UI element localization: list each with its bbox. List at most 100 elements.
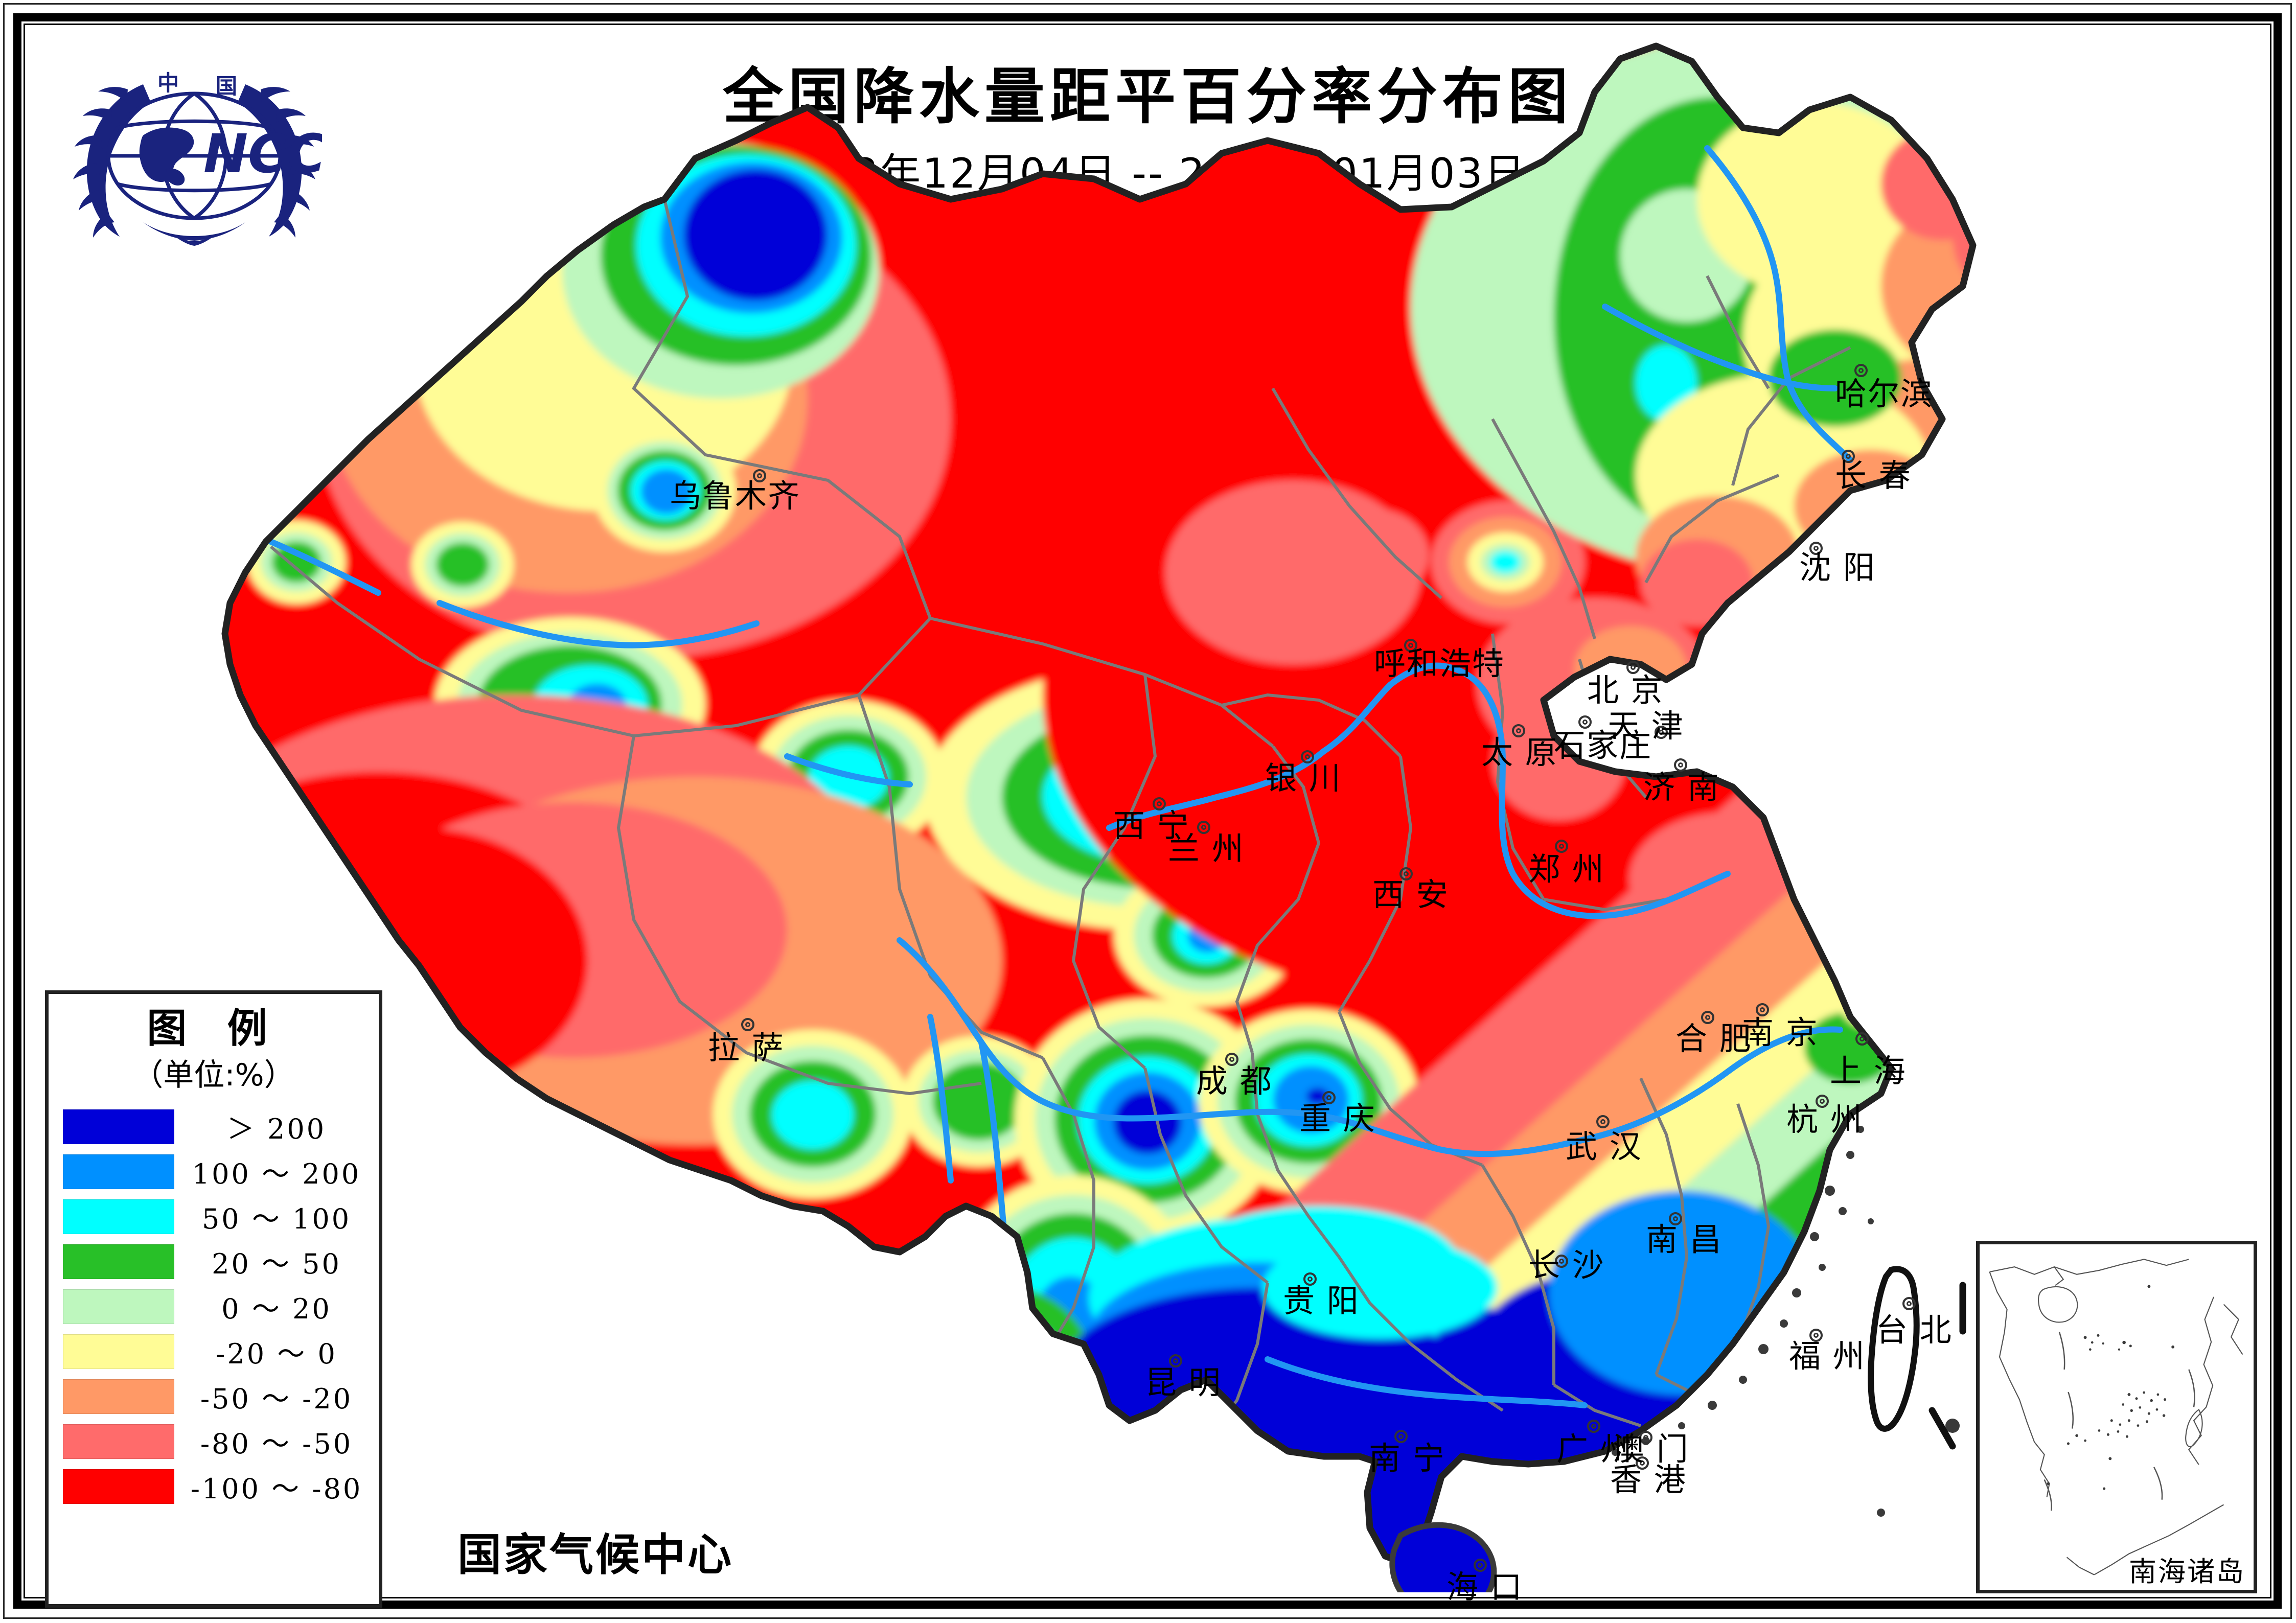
city-label: 北 京: [1587, 671, 1664, 709]
city-marker-icon: [741, 1018, 754, 1031]
city-label: 合 肥: [1675, 1020, 1752, 1057]
legend-row: 0 ～ 20: [49, 1284, 379, 1329]
city-marker-icon: [1587, 1420, 1600, 1433]
city-label: 重 庆: [1299, 1100, 1376, 1137]
legend-range-label: -100 ～ -80: [190, 1473, 363, 1505]
city-marker-icon: [1404, 639, 1417, 652]
city-label: 南 宁: [1369, 1440, 1445, 1477]
legend-row: -50 ～ -20: [49, 1374, 379, 1419]
city-marker-icon: [1655, 726, 1668, 739]
city-marker-icon: [1153, 797, 1166, 810]
legend-color-swatch: [63, 1424, 174, 1459]
city-label: 拉 萨: [708, 1029, 785, 1066]
svg-text:国: 国: [216, 74, 237, 99]
legend-color-swatch: [63, 1289, 174, 1324]
city-marker-icon: [1512, 724, 1525, 737]
page-title: 全国降水量距平百分率分布图: [722, 61, 1573, 132]
city-marker-icon: [1639, 1431, 1652, 1444]
city-marker-icon: [1169, 1354, 1182, 1367]
city-marker-icon: [1301, 750, 1314, 763]
coastal-islands: [1612, 1126, 1994, 1517]
city-label: 乌鲁木齐: [670, 477, 801, 515]
legend-color-swatch: [63, 1109, 174, 1144]
city-label: 济 南: [1643, 769, 1720, 806]
city-marker-icon: [1674, 758, 1687, 772]
city-label: 银 川: [1265, 759, 1342, 797]
south-china-sea-inset-map: 南海诸岛: [1976, 1241, 2257, 1593]
city-marker-icon: [1555, 840, 1568, 853]
map-canvas: 乌鲁木齐 哈尔滨长 春沈 阳呼和浩特北 京天 津太 原石家庄济 南 银 川西 宁兰 …: [31, 31, 2265, 1603]
legend-row: 100 ～ 200: [49, 1149, 379, 1194]
city-marker-icon: [1809, 542, 1823, 555]
city-label: 成 都: [1196, 1062, 1273, 1100]
rivers: [268, 145, 1853, 1408]
city-label: 海 口: [1447, 1568, 1523, 1606]
city-label: 澳 门: [1613, 1430, 1689, 1468]
ncc-logo: NCC 中 国: [66, 54, 326, 253]
city-label: 台 北: [1876, 1311, 1953, 1349]
city-label: 沈 阳: [1799, 549, 1876, 586]
city-label: 昆 明: [1145, 1364, 1222, 1401]
logo-cn-characters: 中: [157, 71, 179, 96]
legend-color-swatch: [63, 1379, 174, 1414]
city-marker-icon: [1902, 1297, 1916, 1310]
legend-panel: 图 例 （单位:%） ＞ 200 100 ～ 200 50 ～ 100 20 ～ 50…: [45, 990, 382, 1608]
city-label: 长 沙: [1528, 1246, 1605, 1284]
province-boundaries: [270, 199, 1851, 1442]
city-marker-icon: [1636, 1456, 1649, 1470]
city-marker-icon: [1303, 1272, 1317, 1286]
legend-title: 图 例: [147, 1006, 281, 1052]
city-marker-icon: [1701, 1011, 1714, 1024]
city-marker-icon: [753, 469, 766, 482]
city-marker-icon: [1474, 1559, 1487, 1572]
city-label: 杭 州: [1786, 1101, 1863, 1138]
legend-range-label: -20 ～ 0: [216, 1338, 337, 1371]
legend-color-swatch: [63, 1469, 174, 1504]
city-marker-icon: [1816, 1095, 1829, 1108]
legend-rows: ＞ 200 100 ～ 200 50 ～ 100 20 ～ 50 0 ～ 20 -20 ～…: [49, 1104, 379, 1509]
hainan-island: [1389, 1522, 1497, 1592]
legend-range-label: 100 ～ 200: [192, 1158, 361, 1191]
city-marker-icon: [1399, 867, 1413, 880]
city-marker-icon: [1394, 1430, 1408, 1443]
city-label: 兰 州: [1168, 830, 1245, 867]
inset-map-label: 南海诸岛: [2129, 1556, 2245, 1588]
city-marker-icon: [1809, 1329, 1823, 1342]
organization-name: 国家气候中心: [457, 1529, 733, 1581]
city-marker-icon: [1669, 1212, 1682, 1225]
city-marker-icon: [1225, 1053, 1238, 1066]
taiwan-island: [1868, 1266, 1920, 1432]
china-precipitation-anomaly-choropleth: [221, 42, 1994, 1592]
city-label: 石家庄: [1554, 727, 1652, 764]
frame-inner-border: [13, 13, 2282, 1609]
legend-row: 50 ～ 100: [49, 1194, 379, 1239]
legend-range-label: 50 ～ 100: [201, 1203, 352, 1236]
city-label: 呼和浩特: [1374, 645, 1505, 682]
city-marker-icon: [1756, 1003, 1769, 1016]
city-label: 西 安: [1372, 876, 1449, 913]
legend-row: ＞ 200: [49, 1104, 379, 1149]
city-label: 广 州: [1556, 1430, 1633, 1468]
legend-range-label: 20 ～ 50: [212, 1248, 341, 1281]
city-marker-icon: [1842, 450, 1855, 463]
city-label: 天 津: [1608, 707, 1684, 745]
city-label: 上 海: [1830, 1052, 1907, 1089]
china-national-boundary: [221, 42, 1977, 1567]
city-label: 郑 州: [1528, 850, 1605, 888]
city-label: 南 京: [1742, 1014, 1819, 1051]
legend-range-label: ＞ 200: [226, 1113, 327, 1146]
legend-color-swatch: [63, 1244, 174, 1279]
city-label: 贵 阳: [1283, 1282, 1360, 1319]
city-label: 武 汉: [1566, 1128, 1642, 1165]
city-label: 香 港: [1610, 1461, 1687, 1498]
ncc-logo-text: NCC: [203, 123, 322, 185]
boundary-dashes: [1928, 1282, 1966, 1450]
city-marker-icon: [1854, 364, 1868, 377]
city-marker-icon: [1322, 1091, 1336, 1104]
inset-coastlines: [1989, 1259, 2243, 1575]
city-marker-icon: [1197, 821, 1210, 834]
city-marker-icon: [1596, 1115, 1610, 1128]
city-label: 太 原: [1481, 734, 1558, 771]
legend-color-swatch: [63, 1199, 174, 1234]
